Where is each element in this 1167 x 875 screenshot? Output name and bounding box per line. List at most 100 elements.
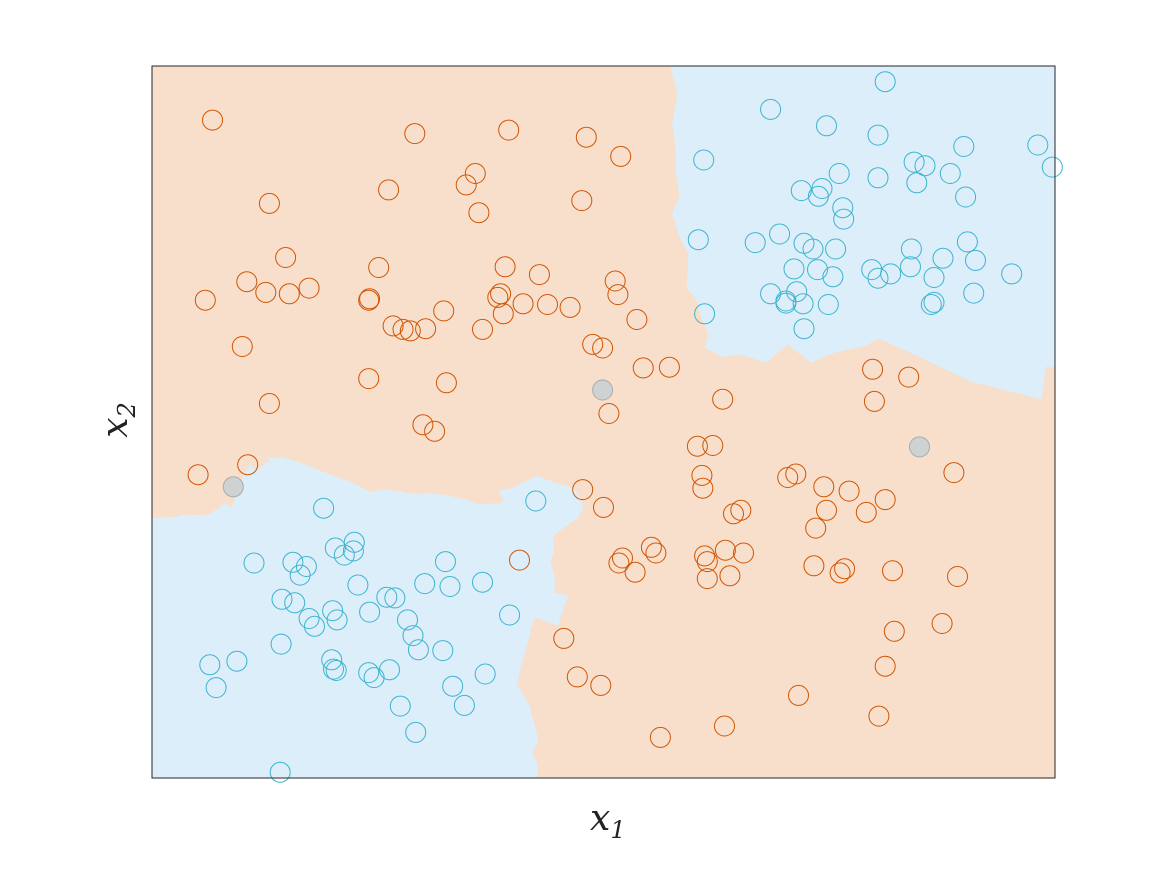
point-orange-59 [813, 476, 835, 498]
point-orange-42 [358, 368, 380, 390]
point-orange-46 [898, 366, 920, 388]
point-orange-39 [632, 357, 654, 379]
point-blue-64 [414, 573, 436, 595]
point-blue-19 [833, 208, 855, 230]
x-axis-label: x1 [590, 798, 626, 844]
point-orange-0 [202, 109, 223, 131]
point-blue-47 [923, 291, 945, 313]
point-orange-3 [575, 126, 597, 148]
point-orange-94 [788, 684, 809, 706]
point-orange-19 [359, 288, 381, 310]
point-blue-50 [313, 497, 335, 519]
point-blue-74 [397, 609, 418, 631]
point-orange-23 [607, 284, 629, 306]
x-axis-label-subscript: 1 [610, 816, 625, 844]
point-blue-69 [322, 600, 344, 622]
point-orange-9 [468, 202, 490, 224]
point-orange-30 [492, 303, 514, 325]
point-orange-37 [582, 333, 604, 355]
point-orange-17 [278, 283, 300, 305]
point-blue-91 [389, 695, 411, 717]
point-blue-93 [405, 721, 427, 743]
point-blue-73 [304, 615, 325, 637]
y-axis-label-base: x [95, 417, 136, 437]
point-orange-51 [424, 420, 446, 442]
point-blue-56 [333, 544, 355, 566]
point-orange-22 [604, 270, 626, 292]
point-orange-8 [258, 192, 280, 214]
point-orange-63 [593, 496, 614, 518]
point-blue-79 [407, 639, 429, 661]
point-orange-5 [378, 179, 400, 201]
point-orange-60 [187, 464, 209, 486]
point-blue-39 [963, 282, 985, 304]
plot-frame [151, 65, 1056, 779]
point-orange-6 [455, 174, 477, 196]
point-blue-70 [298, 608, 320, 629]
point-blue-45 [817, 294, 839, 315]
point-orange-54 [943, 462, 965, 484]
point-blue-90 [474, 663, 496, 685]
point-blue-35 [867, 267, 889, 289]
point-blue-51 [525, 490, 547, 512]
point-blue-7 [693, 149, 715, 171]
point-blue-8 [914, 155, 936, 177]
point-orange-36 [626, 309, 648, 330]
point-orange-40 [658, 356, 680, 378]
point-blue-55 [282, 551, 304, 573]
point-orange-29 [433, 300, 455, 322]
point-orange-50 [412, 414, 434, 436]
point-blue-12 [807, 185, 829, 207]
point-orange-13 [494, 256, 516, 278]
point-orange-10 [571, 190, 593, 212]
point-orange-61 [237, 454, 259, 476]
point-orange-49 [598, 403, 620, 424]
point-blue-86 [363, 667, 385, 689]
point-blue-77 [270, 633, 292, 655]
point-blue-57 [342, 540, 364, 562]
point-orange-84 [803, 555, 825, 577]
point-blue-16 [939, 163, 961, 184]
point-orange-79 [624, 561, 646, 583]
point-blue-62 [289, 564, 311, 586]
point-orange-21 [528, 264, 550, 286]
point-orange-80 [696, 568, 718, 590]
point-misclassified-0 [592, 379, 614, 401]
point-orange-81 [719, 565, 741, 587]
point-blue-33 [900, 256, 921, 278]
point-blue-34 [923, 267, 945, 288]
point-blue-31 [822, 266, 844, 288]
decision-region-blue-0 [670, 66, 1055, 400]
point-blue-82 [226, 650, 248, 672]
point-blue-28 [956, 231, 978, 253]
point-orange-53 [702, 435, 724, 456]
point-blue-29 [807, 259, 828, 281]
point-blue-4 [953, 136, 975, 157]
point-orange-57 [785, 463, 807, 485]
point-orange-74 [694, 545, 716, 567]
point-blue-24 [802, 238, 824, 260]
point-blue-46 [760, 283, 782, 305]
point-orange-66 [730, 499, 752, 521]
point-blue-25 [825, 238, 847, 260]
point-blue-66 [384, 587, 406, 609]
point-blue-78 [321, 649, 343, 671]
point-orange-92 [590, 674, 612, 696]
point-orange-86 [947, 566, 968, 587]
point-blue-65 [376, 586, 398, 608]
point-blue-17 [955, 186, 977, 208]
point-blue-2 [760, 98, 782, 120]
point-orange-77 [608, 552, 630, 574]
point-blue-3 [867, 124, 889, 146]
point-blue-80 [432, 640, 454, 662]
point-blue-40 [920, 294, 942, 315]
y-axis-label-subscript: 2 [113, 402, 141, 418]
point-orange-96 [714, 715, 735, 737]
point-orange-27 [537, 294, 558, 315]
point-blue-87 [379, 659, 400, 681]
x-axis-label-base: x [590, 798, 610, 839]
point-orange-28 [559, 296, 581, 318]
point-blue-49 [793, 318, 815, 340]
decision-regions [152, 66, 1055, 778]
